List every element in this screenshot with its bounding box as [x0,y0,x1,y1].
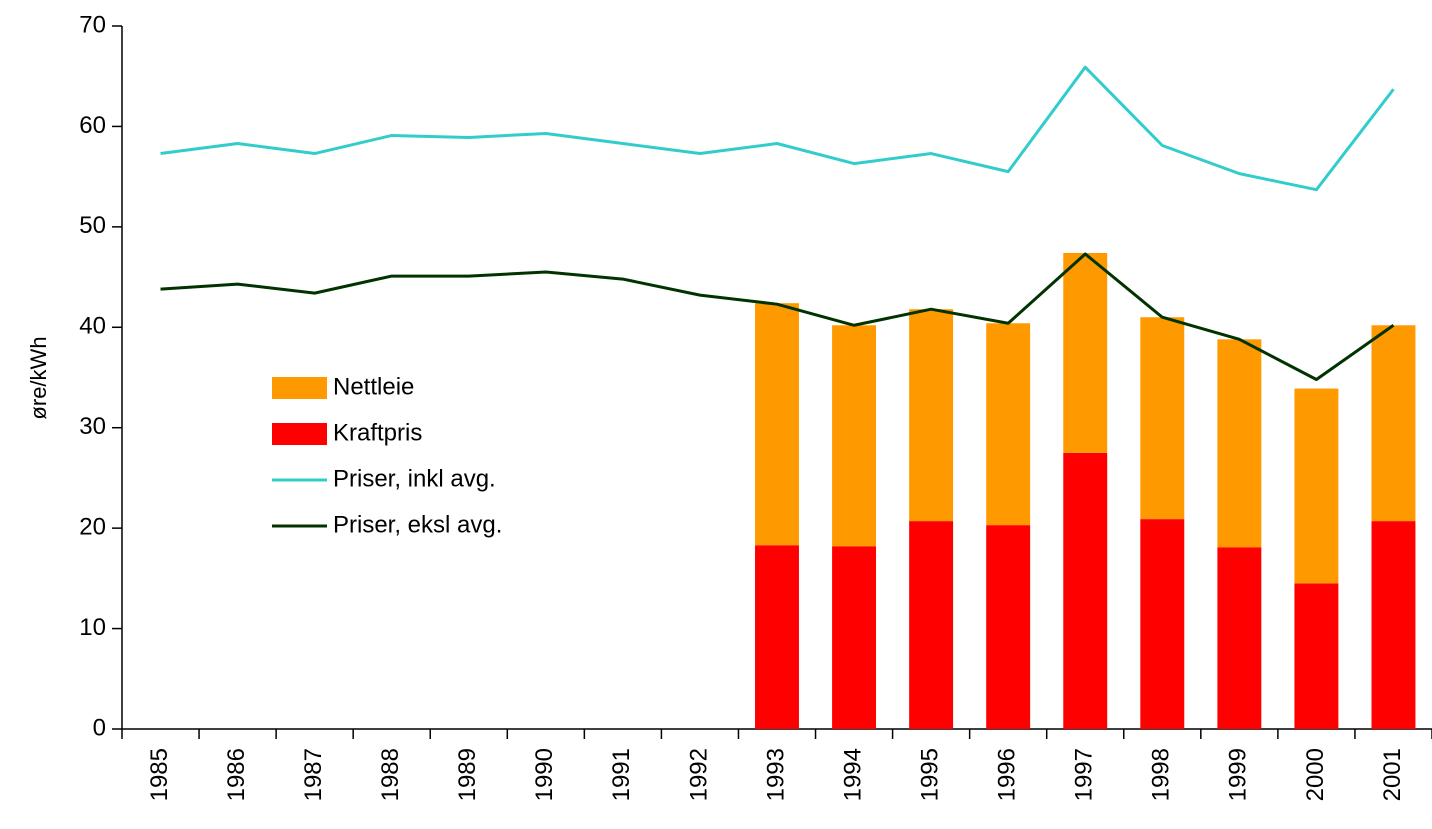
bar [832,546,877,729]
x-tick-label: 1991 [608,748,635,801]
bar [909,309,954,522]
legend-swatch [272,423,327,445]
x-tick-label: 1998 [1148,748,1175,801]
x-tick-label: 1990 [531,748,558,801]
line [160,65,1395,192]
bar [1063,452,1108,729]
x-tick-label: 1985 [146,748,173,801]
y-tick-label: 10 [79,614,106,641]
line [160,252,1395,382]
bar [832,325,877,547]
x-tick-label: 1992 [685,748,712,801]
x-tick-label: 1987 [300,748,327,801]
y-tick-label: 70 [79,11,106,38]
bar [1140,519,1185,729]
x-tick-label: 1986 [223,748,250,801]
y-tick-label: 50 [79,212,106,239]
x-tick-label: 1988 [377,748,404,801]
legend-swatch [272,377,327,399]
bar [755,545,799,729]
x-tick-label: 1995 [916,748,943,801]
x-tick-label: 1999 [1225,748,1252,801]
x-tick-label: 1997 [1071,748,1098,801]
x-tick-label: 1996 [994,748,1021,801]
x-tick-label: 1989 [454,748,481,801]
legend-label: Kraftpris [333,419,422,446]
y-tick-label: 60 [79,112,106,139]
y-tick-label: 20 [79,513,106,540]
bar [1217,547,1262,729]
y-tick-label: 0 [93,714,106,741]
bar [1371,521,1416,729]
y-tick-label: 40 [79,313,106,340]
x-tick-label: 1994 [839,748,866,801]
legend-label: Priser, inkl avg. [333,465,496,492]
bar [1294,388,1339,584]
bar [1217,339,1262,548]
legend-label: Nettleie [333,373,414,400]
x-tick-label: 2001 [1379,748,1406,801]
bar [986,323,1031,526]
bar [1371,325,1416,522]
x-tick-label: 2000 [1302,748,1329,801]
bar [909,521,954,729]
y-tick-label: 30 [79,413,106,440]
legend-label: Priser, eksl avg. [333,511,502,538]
bar [755,303,799,546]
bar [986,525,1031,729]
bar [1140,317,1185,520]
bar [1063,252,1108,453]
bar [1294,583,1339,729]
x-tick-label: 1993 [762,748,789,801]
y-axis-label: øre/kWh [26,336,51,419]
